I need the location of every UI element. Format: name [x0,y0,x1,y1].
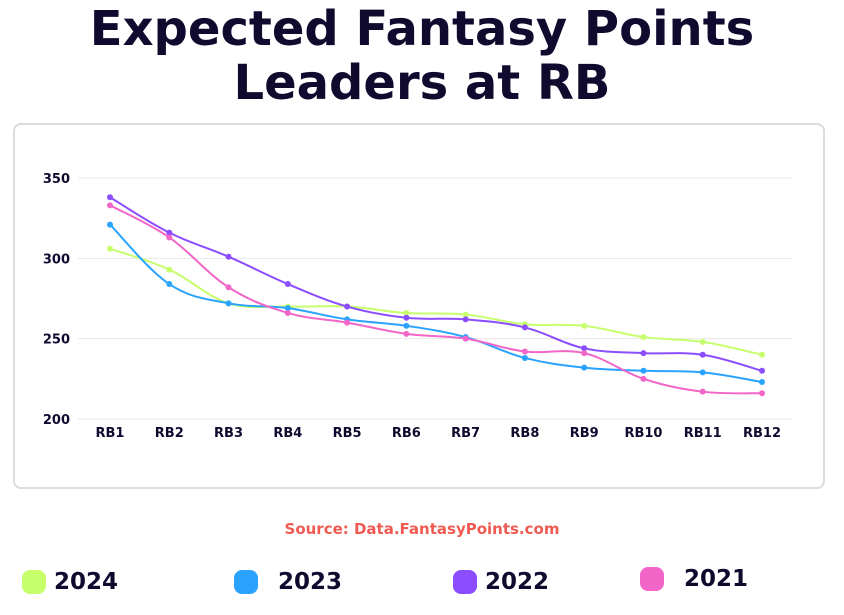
x-tick-label-rb6: RB6 [392,426,421,441]
point-2022-rb8 [521,324,528,331]
point-2021-rb4 [284,309,291,316]
point-2024-rb11 [699,338,706,345]
point-2021-rb6 [403,330,410,337]
point-2021-rb5 [344,319,351,326]
point-2023-rb4 [284,305,291,312]
chart-card [13,123,825,489]
point-2022-rb12 [759,367,765,374]
point-2022-rb11 [699,351,706,358]
point-2024-rb2 [166,266,173,273]
series-2021 [107,202,765,397]
x-tick-label-rb11: RB11 [684,426,722,441]
point-2021-rb8 [521,348,528,355]
x-tick-label-rb10: RB10 [624,426,662,441]
point-2023-rb12 [759,379,765,386]
point-2021-rb9 [581,350,588,357]
point-2024-rb12 [759,351,765,358]
point-2021-rb12 [759,390,765,397]
point-2021-rb10 [640,375,647,382]
legend-label-2022: 2022 [485,569,550,595]
point-2022-rb5 [344,303,351,310]
x-tick-label-rb8: RB8 [510,426,539,441]
point-2024-rb10 [640,334,647,341]
point-2023-rb2 [166,281,173,288]
legend-item-2021: 2021 [640,566,748,592]
point-2023-rb9 [581,364,588,371]
series-2024 [107,245,765,358]
title-line-1: Expected Fantasy Points [89,1,755,57]
series-line-2022 [109,196,763,372]
point-2022-rb7 [462,316,469,323]
x-tick-label-rb9: RB9 [570,426,599,441]
chart-title: Expected Fantasy Points Leaders at RB [0,2,844,110]
point-2022-rb1 [107,194,113,201]
x-tick-label-rb5: RB5 [333,426,362,441]
legend-item-2022: 2022 [453,569,549,595]
point-2022-rb3 [225,253,232,260]
y-tick-label-250: 250 [43,333,70,348]
point-2021-rb3 [225,284,232,291]
point-2023-rb11 [699,369,706,376]
point-2023-rb6 [403,322,410,329]
y-tick-label-300: 300 [43,252,70,267]
point-2023-rb3 [225,300,232,307]
x-tick-label-rb2: RB2 [155,426,184,441]
legend-label-2021: 2021 [684,566,749,592]
x-tick-label-rb12: RB12 [743,426,781,441]
series-2023 [107,221,765,386]
x-tick-label-rb3: RB3 [214,426,243,441]
x-tick-label-rb1: RB1 [96,426,125,441]
point-2023-rb10 [640,367,647,374]
grid-layer [78,177,792,420]
point-2024-rb6 [403,309,410,316]
y-tick-label-350: 350 [43,172,70,187]
legend-item-2024: 2024 [22,569,118,595]
point-2022-rb2 [166,229,173,236]
title-line-2: Leaders at RB [233,55,611,111]
legend-swatch-2023 [234,570,258,594]
point-2023-rb8 [521,354,528,361]
x-tick-label-rb7: RB7 [451,426,480,441]
series-line-2024 [109,247,763,356]
point-2023-rb1 [107,221,113,228]
point-2021-rb7 [462,335,469,342]
y-tick-label-200: 200 [43,413,70,428]
point-2022-rb9 [581,345,588,352]
point-2024-rb1 [107,245,113,252]
point-2022-rb6 [403,314,410,321]
source-note: Source: Data.FantasyPoints.com [284,520,560,538]
legend-swatch-2022 [453,570,477,594]
point-2021-rb2 [166,234,173,241]
axis-layer: 200 250 300 350 RB1 RB2 RB3 RB4 RB5 RB6 RB7 RB8 RB9 R… [43,172,781,441]
series-2022 [107,194,765,374]
point-2024-rb7 [462,311,469,318]
legend-swatch-2021 [640,567,664,591]
legend-label-2023: 2023 [278,569,343,595]
legend-label-2024: 2024 [54,569,119,595]
point-2024-rb9 [581,322,588,329]
point-2022-rb10 [640,350,647,357]
series-layer [107,194,765,397]
point-2021-rb11 [699,388,706,395]
point-2022-rb4 [284,281,291,288]
legend-swatch-2024 [22,570,46,594]
x-tick-label-rb4: RB4 [273,426,302,441]
point-2021-rb1 [107,202,113,209]
legend-item-2023: 2023 [234,569,342,595]
